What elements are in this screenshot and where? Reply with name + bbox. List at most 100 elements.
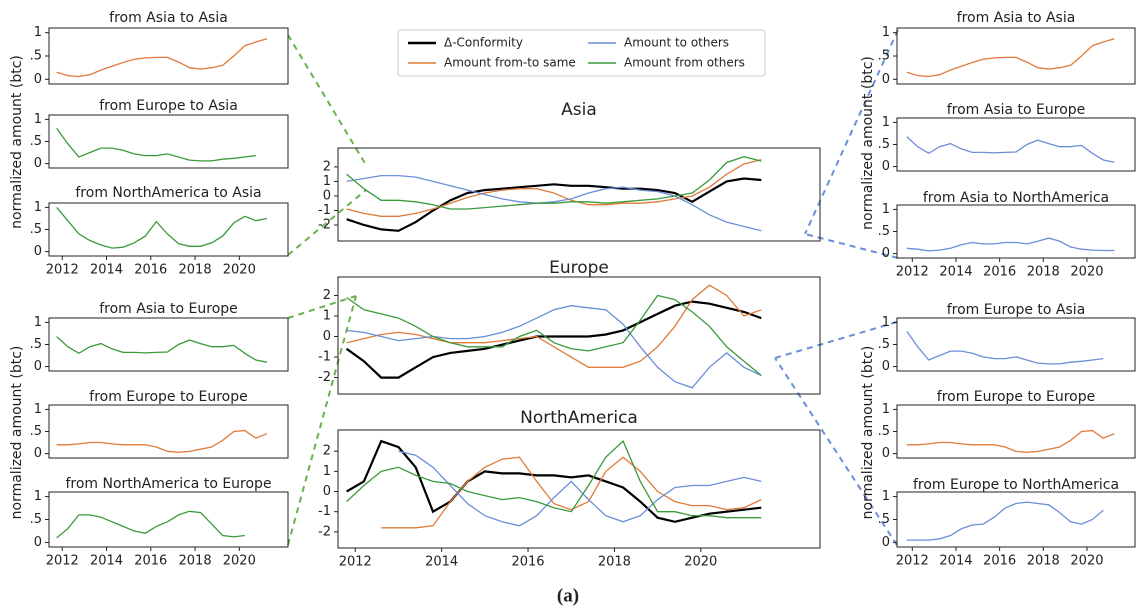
y-tick-label: 1 (34, 25, 42, 40)
panel-title: Asia (561, 100, 597, 120)
y-tick-label: .5 (878, 49, 890, 64)
panel: from NorthAmerica to Europe 0 .5 1 2012 2014 2… (30, 476, 289, 569)
panel: from NorthAmerica to Asia 0 .5 1 2012 2014 201… (30, 185, 289, 278)
series-line (346, 177, 762, 232)
x-tick-label: 2014 (90, 263, 123, 278)
x-tick-label: 2018 (1027, 554, 1060, 569)
y-tick-label: 0 (323, 484, 331, 499)
x-tick-label: 2014 (939, 554, 972, 569)
y-tick-label: 0 (34, 72, 42, 87)
y-tick-label: 1 (882, 202, 890, 217)
panel-title: from Asia to Asia (109, 10, 228, 26)
y-tick-label: .5 (878, 137, 890, 152)
y-tick-label: 1 (323, 174, 331, 189)
plot-frame (896, 317, 1136, 372)
panel: from Europe to NorthAmerica 0 .5 1 2012 2014 2… (878, 477, 1136, 569)
panel-title: from NorthAmerica to Europe (65, 476, 271, 492)
x-tick-label: 2018 (179, 263, 212, 278)
y-tick-label: 0 (882, 72, 890, 87)
y-tick-label: 1 (882, 489, 890, 504)
panel: from Asia to Asia 0 .5 1 (30, 10, 289, 87)
panel-title: from Asia to Europe (947, 102, 1086, 118)
x-tick-label: 2016 (511, 555, 544, 570)
legend: Δ-Conformity Amount from-to same Amount to… (397, 29, 766, 77)
y-tick-label: 1 (34, 112, 42, 127)
panel-title: from Asia to NorthAmerica (923, 190, 1109, 206)
series-line (906, 237, 1115, 252)
y-tick-label: .5 (30, 424, 42, 439)
y-tick-label: -1 (318, 350, 331, 365)
y-tick-label: 0 (34, 244, 42, 259)
x-tick-label: 2012 (46, 554, 79, 569)
series-line (56, 206, 268, 249)
legend-label: Δ-Conformity (444, 36, 523, 50)
x-tick-label: 2016 (134, 554, 167, 569)
x-tick-label: 2012 (46, 263, 79, 278)
y-tick-label: .5 (30, 222, 42, 237)
series-line (906, 429, 1115, 453)
panel: from Europe to Europe 0 .5 1 normalized amou… (860, 346, 1136, 519)
y-tick-label: 0 (323, 188, 331, 203)
x-tick-label: 2020 (1070, 554, 1103, 569)
series-line (56, 510, 245, 539)
panel-title: from Europe to Europe (89, 389, 247, 405)
y-tick-label: .5 (30, 512, 42, 527)
x-tick-label: 2012 (896, 265, 929, 280)
series-line (345, 300, 762, 379)
series-line (56, 336, 268, 363)
plot-frame (896, 491, 1136, 548)
panel: from Asia to Europe 0 .5 1 (30, 301, 289, 374)
x-tick-label: 2014 (90, 554, 123, 569)
series-line (56, 429, 268, 453)
connector (287, 34, 367, 166)
legend-box (397, 29, 766, 77)
series-line (346, 305, 762, 389)
series-line (381, 456, 762, 529)
y-tick-label: -2 (318, 370, 331, 385)
plot-frame (896, 117, 1136, 172)
panel-title: from Europe to Asia (99, 98, 238, 114)
y-tick-label: .5 (30, 337, 42, 352)
plot-frame (48, 114, 289, 169)
x-tick-label: 2018 (1027, 265, 1060, 280)
y-axis-label: normalized amount (btc) (9, 55, 25, 229)
series-line (398, 450, 762, 527)
y-tick-label: .5 (30, 49, 42, 64)
x-tick-label: 2014 (425, 555, 458, 570)
y-tick-label: 2 (323, 288, 331, 303)
x-tick-label: 2016 (134, 263, 167, 278)
series-line (346, 439, 762, 519)
y-tick-label: -1 (318, 203, 331, 218)
y-tick-label: 0 (34, 535, 42, 550)
connector (287, 295, 357, 319)
y-tick-label: .5 (878, 424, 890, 439)
panel-title: from Europe to Europe (937, 389, 1095, 405)
series-line (346, 294, 762, 377)
x-tick-label: 2012 (896, 554, 929, 569)
series-line (346, 284, 762, 368)
y-tick-label: -2 (318, 218, 331, 233)
panel-title: Europe (549, 258, 609, 278)
y-tick-label: .5 (30, 134, 42, 149)
connector (287, 189, 367, 256)
connector (774, 357, 898, 546)
connectors (287, 29, 899, 546)
x-tick-label: 2016 (983, 554, 1016, 569)
plot-frame (337, 147, 821, 242)
y-tick-label: 1 (34, 402, 42, 417)
plot-frame (48, 202, 289, 257)
y-tick-label: 2 (323, 444, 331, 459)
y-tick-label: 1 (882, 25, 890, 40)
y-tick-label: 1 (882, 402, 890, 417)
panel-title: from Asia to Europe (99, 301, 238, 317)
y-tick-label: 0 (882, 535, 890, 550)
y-tick-label: 1 (323, 464, 331, 479)
legend-label: Amount to others (624, 36, 729, 50)
series-line (346, 174, 762, 232)
series-line (906, 38, 1115, 78)
y-tick-label: .5 (878, 224, 890, 239)
panel: from Asia to Europe 0 .5 1 normalized amount… (860, 56, 1136, 230)
series-line (346, 156, 762, 210)
